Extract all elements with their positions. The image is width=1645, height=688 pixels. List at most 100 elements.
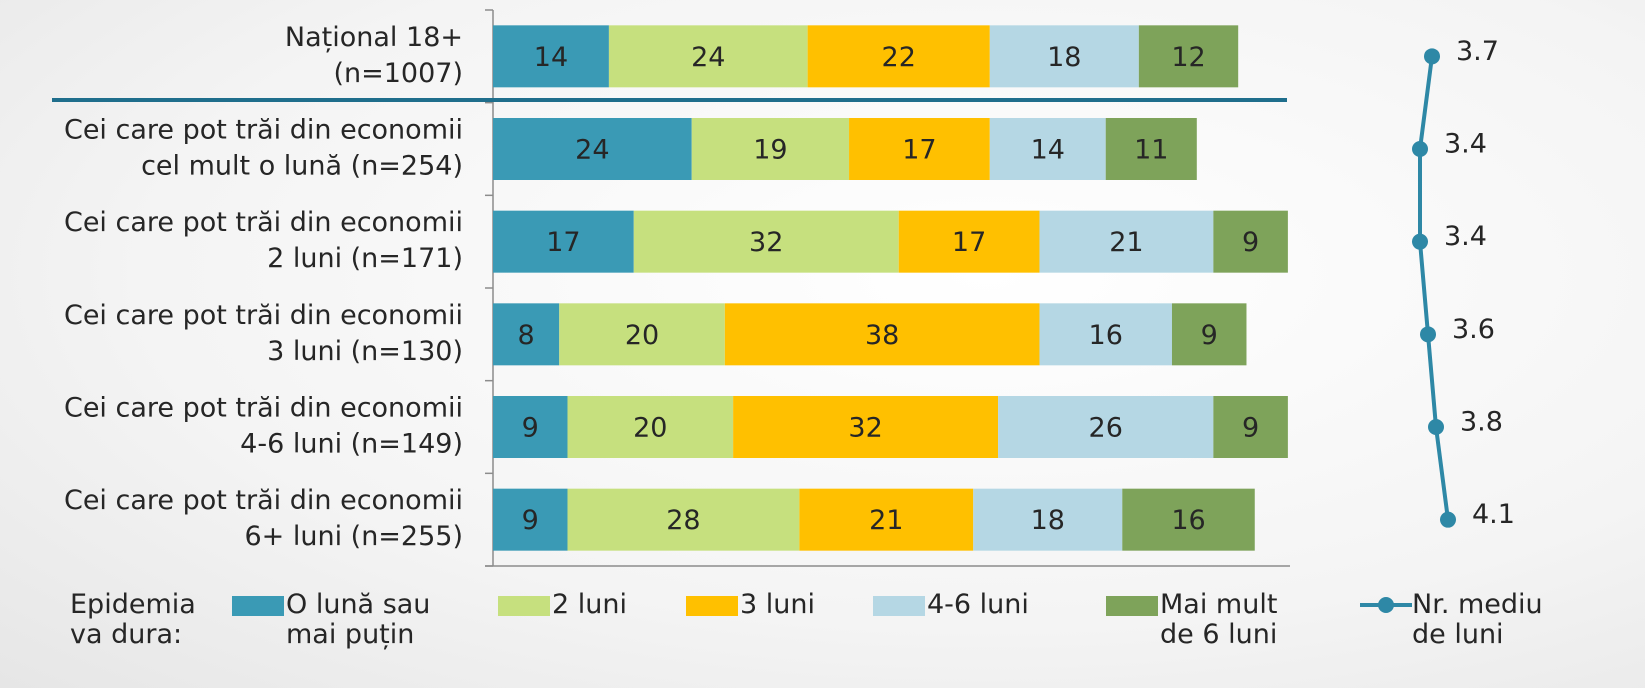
bar-segment: [633, 210, 899, 273]
mean-marker: [1428, 419, 1444, 435]
legend-title: Epidemia va dura:: [70, 589, 196, 650]
bar-segment: [493, 303, 560, 366]
data-label: 18: [1031, 505, 1065, 536]
data-label: 16: [1089, 320, 1123, 351]
category-label: 6+ luni (n=255): [244, 521, 463, 552]
data-label: 28: [666, 505, 700, 536]
data-label: 22: [882, 42, 916, 73]
mean-label: 3.6: [1452, 314, 1495, 345]
category-label: 2 luni (n=171): [267, 243, 463, 274]
mean-marker: [1412, 233, 1428, 250]
data-label: 12: [1171, 42, 1205, 73]
data-label: 24: [575, 135, 609, 166]
bar-segment: [1138, 25, 1239, 88]
legend-swatch: [232, 596, 284, 616]
mean-marker: [1440, 511, 1456, 528]
category-label: (n=1007): [333, 58, 463, 89]
bar-segment: [973, 488, 1123, 551]
bar-segment: [1122, 488, 1255, 551]
category-label: 4-6 luni (n=149): [240, 429, 463, 460]
data-label: 18: [1047, 42, 1081, 73]
bar-segment: [493, 25, 609, 88]
legend-label: 2 luni: [552, 589, 627, 620]
bar-segment: [807, 25, 990, 88]
data-label: 32: [749, 227, 783, 258]
bar-segment: [559, 303, 725, 366]
bar-segment: [493, 488, 568, 551]
category-label: Național 18+: [285, 22, 463, 53]
data-label: 9: [1242, 413, 1259, 444]
data-label: 21: [869, 505, 903, 536]
category-label: cel mult o lună (n=254): [141, 151, 463, 182]
data-label: 21: [1109, 227, 1143, 258]
legend-label: Mai mult de 6 luni: [1160, 589, 1278, 650]
bar-segment: [1213, 210, 1288, 273]
category-label: Cei care pot trăi din economii: [64, 207, 463, 238]
bar-segment: [849, 118, 990, 180]
data-label: 17: [902, 135, 936, 166]
legend-marker: [1378, 597, 1394, 613]
bar-segment: [989, 25, 1139, 88]
data-label: 24: [691, 42, 725, 73]
legend-label: Nr. mediu de luni: [1412, 589, 1543, 650]
data-label: 11: [1134, 135, 1168, 166]
bar-segment: [1039, 210, 1214, 273]
data-label: 17: [546, 227, 580, 258]
data-label: 19: [753, 135, 787, 166]
mean-label: 3.4: [1444, 221, 1487, 252]
bar-segment: [493, 396, 568, 458]
mean-marker: [1412, 141, 1428, 157]
data-label: 9: [522, 413, 539, 444]
mean-marker: [1420, 326, 1436, 343]
bar-segment: [1171, 303, 1247, 366]
data-label: 32: [848, 413, 882, 444]
bar-segment: [733, 396, 999, 458]
bar-segment: [898, 210, 1040, 273]
category-label: Cei care pot trăi din economii: [64, 485, 463, 516]
data-label: 17: [952, 227, 986, 258]
category-label: Cei care pot trăi din economii: [64, 300, 463, 331]
bar-segment: [608, 25, 808, 88]
data-label: 8: [518, 320, 535, 351]
data-label: 20: [633, 413, 667, 444]
legend-swatch: [498, 596, 550, 616]
category-label: 3 luni (n=130): [267, 336, 463, 367]
bar-segment: [989, 118, 1106, 180]
bar-segment: [1105, 118, 1197, 180]
bar-segment: [567, 396, 734, 458]
data-label: 38: [865, 320, 899, 351]
category-label: Cei care pot trăi din economii: [64, 115, 463, 146]
data-label: 9: [1201, 320, 1218, 351]
mean-label: 3.4: [1444, 129, 1487, 160]
mean-label: 4.1: [1472, 499, 1515, 530]
data-label: 16: [1171, 505, 1205, 536]
legend-label: O lună sau mai puțin: [286, 589, 431, 650]
data-label: 14: [1031, 135, 1065, 166]
mean-line: [1418, 56, 1450, 520]
bar-segment: [724, 303, 1040, 366]
mean-marker: [1424, 48, 1440, 65]
data-label: 14: [534, 42, 568, 73]
data-label: 20: [625, 320, 659, 351]
bar-segment: [567, 488, 800, 551]
data-label: 9: [1242, 227, 1259, 258]
bar-segment: [1039, 303, 1172, 366]
legend-label: 3 luni: [740, 589, 815, 620]
data-label: 26: [1089, 413, 1123, 444]
bar-segment: [493, 118, 692, 180]
bar-segment: [1213, 396, 1288, 458]
data-label: 9: [522, 505, 539, 536]
legend-swatch: [1106, 596, 1158, 616]
legend-swatch: [873, 596, 925, 616]
legend-label: 4-6 luni: [927, 589, 1029, 620]
mean-label: 3.7: [1456, 36, 1499, 67]
bar-segment: [799, 488, 974, 551]
mean-label: 3.8: [1460, 407, 1503, 438]
bar-segment: [493, 210, 634, 273]
bar-segment: [998, 396, 1214, 458]
category-label: Cei care pot trăi din economii: [64, 393, 463, 424]
legend-swatch: [686, 596, 738, 616]
bar-segment: [691, 118, 850, 180]
